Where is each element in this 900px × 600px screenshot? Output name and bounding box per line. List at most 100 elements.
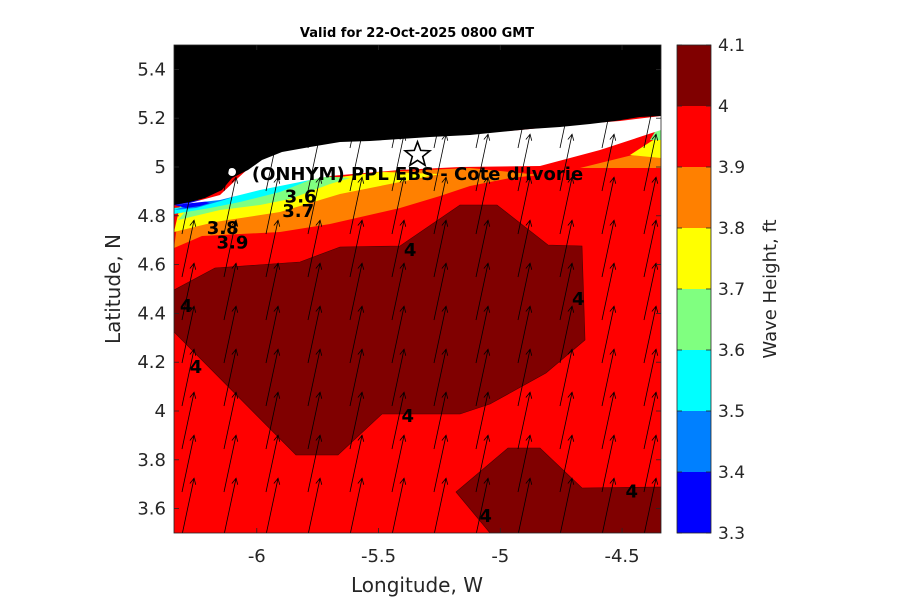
y-tick-label: 5.4 [137, 59, 166, 80]
wave-arrow [433, 348, 449, 407]
wave-arrow [517, 90, 533, 149]
station-label: (ONHYM) PPL EBS - Cote d'Ivorie [252, 164, 583, 185]
wave-arrow [559, 348, 575, 407]
wave-arrow [265, 262, 281, 321]
wave-arrow [223, 391, 239, 450]
wave-arrow [265, 434, 281, 493]
colorbar-tick-label: 3.5 [718, 402, 745, 422]
wave-arrow [476, 477, 491, 533]
wave-arrow [265, 133, 281, 192]
wave-arrow [349, 262, 365, 321]
contour-label: 3.9 [216, 233, 248, 254]
wave-arrow [601, 434, 617, 493]
wave-arrow [475, 305, 491, 364]
wave-arrow [433, 90, 449, 149]
wave-arrow [181, 391, 197, 450]
colorbar-tick-label: 3.7 [718, 280, 745, 300]
colorbar-tick-label: 3.8 [718, 219, 745, 239]
colorbar-level [677, 45, 711, 106]
x-tick-label: -6 [248, 546, 266, 567]
wave-arrow [602, 477, 617, 533]
wave-arrow [517, 391, 533, 450]
wave-arrow [223, 90, 239, 149]
wave-arrow [349, 391, 365, 450]
chart-title: Valid for 22-Oct-2025 0800 GMT [300, 26, 534, 41]
wave-arrow [307, 262, 323, 321]
colorbar-tick-label: 4.1 [718, 36, 745, 56]
wave-arrow [349, 348, 365, 407]
wave-arrow [307, 90, 323, 149]
wave-arrow [559, 434, 575, 493]
wave-arrow [517, 133, 533, 192]
wave-arrow [559, 262, 575, 321]
y-tick-label: 4.6 [137, 255, 166, 276]
wave-arrow [307, 391, 323, 450]
wave-arrow [644, 477, 659, 533]
wave-arrow [307, 133, 323, 192]
wave-arrow [391, 176, 407, 235]
land-islet [228, 168, 236, 176]
wave-arrow [475, 262, 491, 321]
wave-arrow [475, 90, 491, 149]
wave-arrow [308, 477, 323, 533]
wave-arrow [475, 348, 491, 407]
wave-arrow [350, 477, 365, 533]
wave-arrow [517, 262, 533, 321]
y-tick-label: 4.8 [137, 206, 166, 227]
x-tick-label: -4.5 [604, 546, 639, 567]
wave-arrow [643, 90, 659, 149]
field-4.0-region-main [174, 204, 586, 456]
field-3.8-3.9 [174, 168, 540, 248]
wave-arrow [391, 219, 407, 278]
wave-arrow [643, 305, 659, 364]
colorbar-tick-label: 3.4 [718, 463, 745, 483]
wave-arrow [601, 176, 617, 235]
contour-label: 3.6 [285, 186, 317, 207]
wave-arrow [307, 305, 323, 364]
wave-arrow [391, 391, 407, 450]
wave-arrow [391, 348, 407, 407]
colorbar-level [677, 167, 711, 228]
y-tick-label: 4 [155, 401, 166, 422]
wave-arrow [559, 90, 575, 149]
wave-arrow [433, 434, 449, 493]
contour-labels: 3.63.7 3.83.9 4 4 4 4 4 4 4 [180, 186, 638, 527]
x-tick-label: -5.5 [361, 546, 396, 567]
wave-arrow [181, 176, 197, 235]
colorbar-level [677, 228, 711, 289]
wave-arrow [307, 219, 323, 278]
y-tick-label: 5 [155, 157, 166, 178]
colorbar-level [677, 411, 711, 472]
wave-arrow [517, 305, 533, 364]
wave-arrow [223, 434, 239, 493]
wave-arrow [223, 305, 239, 364]
wave-arrow [601, 133, 617, 192]
wave-direction-arrows [181, 90, 659, 533]
colorbar-level [677, 106, 711, 167]
wave-arrow [475, 133, 491, 192]
wave-arrow [307, 434, 323, 493]
wave-arrow [181, 90, 197, 149]
wave-arrow [475, 391, 491, 450]
colorbar-level [677, 289, 711, 350]
wave-arrow [601, 391, 617, 450]
colorbar-level [677, 350, 711, 411]
wave-arrow [349, 305, 365, 364]
y-tick-label: 3.8 [137, 450, 166, 471]
y-axis-label: Latitude, N [101, 234, 125, 344]
x-tick-label: -5 [491, 546, 509, 567]
contour-label: 3.8 [207, 218, 239, 239]
wave-arrow [265, 348, 281, 407]
wave-arrow [433, 176, 449, 235]
y-axis-ticks: 3.6 3.8 4 4.2 4.4 4.6 4.8 5 5.2 5.4 [137, 59, 661, 520]
wave-arrow [433, 305, 449, 364]
wave-arrow [434, 477, 449, 533]
wave-arrow [517, 219, 533, 278]
wave-arrow [307, 176, 323, 235]
wave-arrow [517, 348, 533, 407]
wave-arrow [643, 176, 659, 235]
wave-arrow [517, 176, 533, 235]
wave-arrow [475, 176, 491, 235]
wave-arrow [643, 391, 659, 450]
